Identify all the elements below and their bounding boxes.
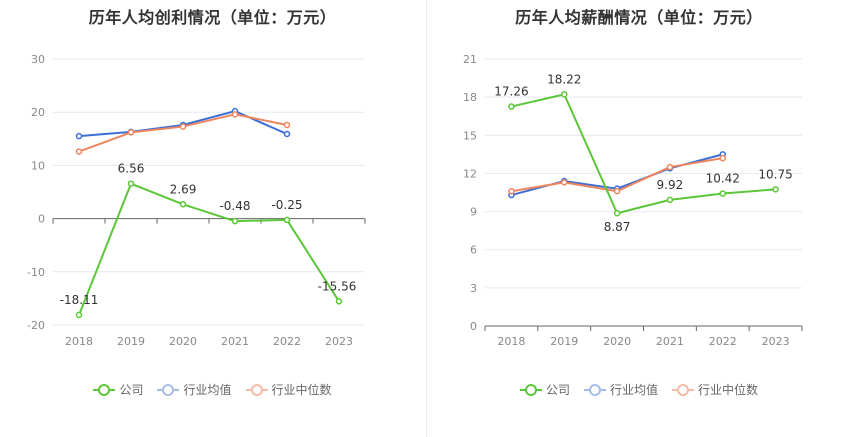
- y-tick-label: 0: [38, 213, 45, 226]
- chart-title: 历年人均创利情况（单位：万元）: [88, 8, 337, 27]
- y-tick-label: 12: [463, 167, 477, 180]
- data-point-company: [127, 180, 135, 187]
- data-label: 6.56: [118, 162, 145, 176]
- data-point-industry_median: [719, 154, 726, 162]
- profit-per-capita-panel: 历年人均创利情况（单位：万元） 30 20 10 0 -10 -20 2018 2019 202…: [0, 8, 425, 398]
- salary-chart: 21 18 15 12 9 6 3 0 2018 2019 2020 2021 2022 2023 17.2…: [463, 53, 803, 348]
- data-point-company: [283, 216, 291, 224]
- data-label: 9.92: [657, 178, 684, 192]
- legend: 公司 行业均值 行业中位数: [0, 381, 425, 398]
- x-tick-label: 2018: [65, 335, 93, 348]
- data-point-industry_median: [283, 121, 291, 129]
- x-tick-label: 2018: [497, 335, 525, 348]
- legend: 公司 行业均值 行业中位数: [428, 381, 850, 398]
- legend-industry-avg-label: 行业均值: [183, 383, 232, 397]
- data-point-industry_median: [231, 111, 239, 118]
- data-point-industry_median: [127, 129, 135, 136]
- chart-title: 历年人均薪酬情况（单位：万元）: [515, 8, 763, 27]
- x-tick-label: 2020: [169, 335, 197, 348]
- data-label: -0.25: [271, 198, 302, 212]
- y-tick-label: 10: [31, 159, 45, 172]
- legend-industry-avg-marker-icon: [583, 383, 606, 396]
- data-point-company: [508, 103, 515, 110]
- legend-company-label: 公司: [545, 383, 570, 397]
- data-label: 18.22: [547, 72, 581, 86]
- y-tick-label: 21: [463, 53, 477, 66]
- y-tick-label: -10: [27, 266, 45, 279]
- data-point-industry_avg: [283, 130, 291, 138]
- legend-company-marker-icon: [93, 383, 116, 396]
- data-label: -15.56: [318, 279, 357, 293]
- x-tick-label: 2022: [273, 335, 301, 348]
- x-tick-label: 2019: [117, 335, 145, 348]
- data-point-industry_median: [508, 187, 515, 195]
- legend-company[interactable]: 公司: [93, 381, 143, 398]
- data-point-industry_avg: [75, 132, 83, 140]
- x-tick-label: 2022: [709, 335, 737, 348]
- data-point-industry_median: [561, 179, 568, 186]
- legend-industry-median-label: 行业中位数: [698, 383, 759, 397]
- legend-company-label: 公司: [119, 383, 144, 397]
- legend-industry-median[interactable]: 行业中位数: [245, 381, 332, 398]
- y-tick-label: 3: [470, 282, 477, 295]
- data-point-company: [75, 311, 83, 319]
- data-point-industry_median: [666, 163, 674, 171]
- legend-industry-avg[interactable]: 行业均值: [583, 381, 658, 398]
- x-tick-label: 2020: [603, 335, 631, 348]
- legend-industry-avg-label: 行业均值: [609, 383, 658, 397]
- data-label: 8.87: [604, 220, 631, 234]
- legend-industry-median-label: 行业中位数: [271, 383, 332, 397]
- x-tick-label: 2023: [762, 335, 790, 348]
- y-tick-label: 15: [463, 129, 477, 142]
- series-line-company: [511, 93, 776, 215]
- data-point-industry_median: [75, 148, 83, 155]
- legend-industry-median[interactable]: 行业中位数: [672, 381, 758, 398]
- data-point-company: [561, 91, 568, 98]
- data-label: -18.11: [60, 293, 99, 307]
- data-point-company: [335, 298, 343, 305]
- legend-industry-avg-marker-icon: [157, 383, 180, 396]
- legend-company[interactable]: 公司: [519, 381, 570, 398]
- data-label: 10.42: [706, 172, 740, 186]
- data-point-industry_median: [613, 187, 621, 195]
- x-tick-label: 2021: [656, 335, 684, 348]
- panel-divider: [426, 0, 427, 437]
- data-point-industry_median: [179, 123, 187, 130]
- salary-per-capita-panel: 历年人均薪酬情况（单位：万元） 21 18 15 12 9 6 3 0 2018 2019 2020…: [428, 0, 850, 437]
- legend-industry-median-marker-icon: [672, 383, 694, 396]
- data-point-company: [772, 186, 779, 193]
- y-tick-label: 20: [31, 106, 45, 119]
- y-tick-label: 0: [470, 320, 477, 333]
- profit-chart: 30 20 10 0 -10 -20 2018 2019 2020 2021 2022 2023 -18…: [27, 53, 366, 348]
- x-tick-label: 2023: [325, 335, 353, 348]
- y-tick-label: 18: [463, 91, 477, 104]
- y-tick-label: -20: [27, 319, 45, 332]
- x-tick-label: 2021: [221, 335, 249, 348]
- data-point-company: [179, 201, 187, 208]
- data-point-company: [613, 209, 621, 217]
- y-tick-label: 6: [470, 244, 477, 257]
- y-tick-label: 30: [31, 53, 45, 66]
- legend-company-marker-icon: [519, 383, 542, 396]
- series-line-company: [78, 182, 340, 316]
- data-point-company: [231, 217, 239, 225]
- legend-industry-median-marker-icon: [245, 383, 268, 396]
- data-label: -0.48: [219, 199, 250, 213]
- legend-industry-avg[interactable]: 行业均值: [157, 381, 232, 398]
- data-label: 2.69: [170, 182, 197, 196]
- data-label: 17.26: [494, 85, 528, 99]
- x-tick-label: 2019: [550, 335, 578, 348]
- data-point-company: [666, 196, 674, 204]
- y-tick-label: 9: [470, 206, 477, 219]
- data-point-company: [719, 190, 726, 197]
- data-label: 10.75: [758, 167, 792, 181]
